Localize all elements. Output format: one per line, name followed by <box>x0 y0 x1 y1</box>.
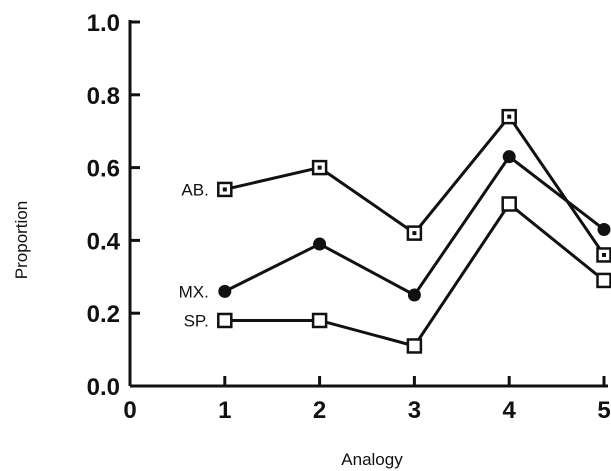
x-axis-ticks: 0 1 2 3 4 5 <box>123 376 611 424</box>
y-tick-label: 0.0 <box>87 374 120 401</box>
point-mx-4 <box>502 150 516 164</box>
series-label-mx: MX. <box>179 282 209 301</box>
x-tick-label: 3 <box>408 397 421 424</box>
x-tick-label: 5 <box>597 397 610 424</box>
point-ab-1 <box>217 181 233 198</box>
point-ab-4 <box>501 108 517 125</box>
series-label-sp: SP. <box>184 311 209 330</box>
y-axis-title: Proportion <box>12 201 31 279</box>
y-axis-ticks: 0.0 0.2 0.4 0.6 0.8 1.0 <box>87 10 140 401</box>
x-axis-title: Analogy <box>341 450 403 469</box>
y-tick-label: 0.4 <box>87 228 121 255</box>
series-label-ab: AB. <box>181 180 208 199</box>
point-mx-2 <box>313 237 327 251</box>
point-sp-2 <box>311 312 328 329</box>
point-sp-4 <box>501 196 517 212</box>
x-tick-label: 2 <box>313 397 326 424</box>
point-mx-3 <box>407 288 421 302</box>
x-tick-label: 0 <box>123 397 136 424</box>
point-sp-5 <box>596 272 611 289</box>
series-markers <box>217 108 611 354</box>
x-tick-label: 4 <box>503 397 517 424</box>
point-ab-2 <box>311 159 328 176</box>
point-mx-1 <box>218 284 232 298</box>
y-tick-label: 1.0 <box>87 10 120 37</box>
point-ab-3 <box>406 225 423 241</box>
point-ab-5 <box>596 247 611 263</box>
point-sp-3 <box>406 338 423 354</box>
y-tick-label: 0.6 <box>87 156 120 183</box>
point-sp-1 <box>217 312 233 329</box>
y-tick-label: 0.8 <box>87 83 120 110</box>
point-mx-5 <box>597 222 611 236</box>
y-tick-label: 0.2 <box>87 301 120 328</box>
x-tick-label: 1 <box>218 397 231 424</box>
axes <box>128 20 608 388</box>
series-line-sp <box>224 201 605 348</box>
series-labels: AB. MX. SP. <box>179 180 209 330</box>
